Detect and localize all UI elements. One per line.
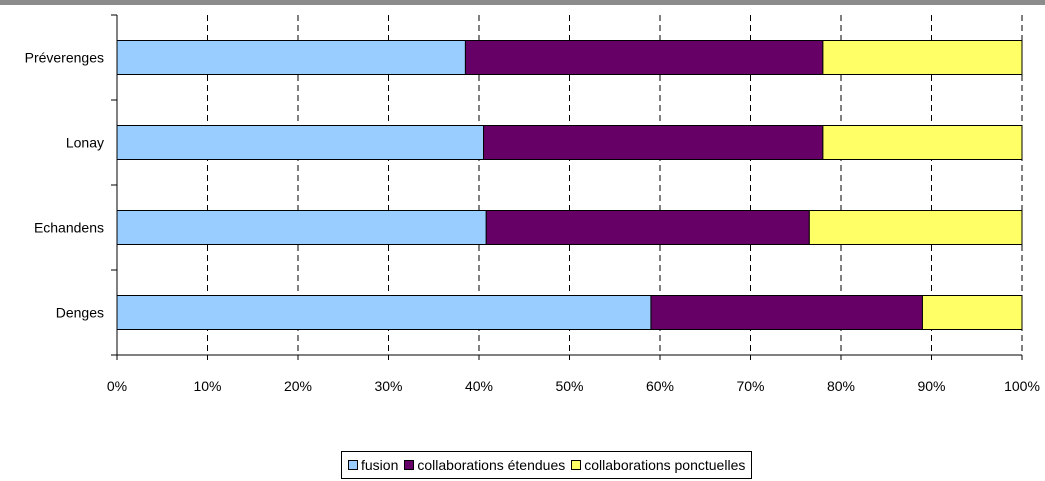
bar-segment (116, 295, 652, 330)
legend-item: fusion (348, 457, 398, 473)
legend-label: fusion (361, 457, 399, 473)
legend-swatch (571, 460, 582, 470)
bar-segment (808, 210, 1023, 245)
axes (111, 14, 1023, 360)
category-label: Echandens (34, 220, 104, 236)
legend-item: collaborations étendues (404, 457, 565, 473)
bar-segment (116, 125, 485, 160)
legend: fusion collaborations étendues collaborati… (341, 451, 753, 479)
x-tick-label: 30% (374, 378, 402, 394)
x-tick-label: 100% (1004, 378, 1040, 394)
x-tick-label: 0% (107, 378, 127, 394)
category-label: Lonay (66, 135, 104, 151)
legend-label: collaborations ponctuelles (584, 457, 746, 473)
x-tick-labels: 0% 10% 20% 30% 40% 50% 60% 70% 80% 90% 100% (107, 378, 1040, 394)
x-tick-label: 90% (917, 378, 945, 394)
legend-item: collaborations ponctuelles (571, 457, 745, 473)
bar-segment (650, 295, 923, 330)
legend-swatch (348, 460, 358, 470)
category-label: Préverenges (25, 50, 104, 66)
x-tick-label: 50% (555, 378, 583, 394)
category-labels: Préverenges Lonay Echandens Denges (25, 50, 104, 321)
legend-label: collaborations étendues (417, 457, 566, 473)
x-tick-label: 80% (827, 378, 855, 394)
bar-segment (483, 125, 824, 160)
bar-segment (116, 40, 466, 75)
legend-swatch (404, 460, 415, 470)
bar-segment (822, 40, 1023, 75)
stacked-bar-chart: 0% 10% 20% 30% 40% 50% 60% 70% 80% 90% 100% Préver… (25, 14, 1040, 394)
bar-group (116, 40, 1023, 330)
bar-segment (116, 210, 487, 245)
bar-segment (822, 125, 1023, 160)
bar-segment (921, 295, 1023, 330)
category-label: Denges (56, 305, 104, 321)
x-tick-label: 10% (193, 378, 221, 394)
x-tick-label: 40% (465, 378, 493, 394)
bar-segment (464, 40, 824, 75)
top-border-bar (0, 0, 1045, 5)
bar-segment (485, 210, 810, 245)
x-tick-label: 20% (284, 378, 312, 394)
x-tick-label: 60% (646, 378, 674, 394)
x-tick-label: 70% (736, 378, 764, 394)
